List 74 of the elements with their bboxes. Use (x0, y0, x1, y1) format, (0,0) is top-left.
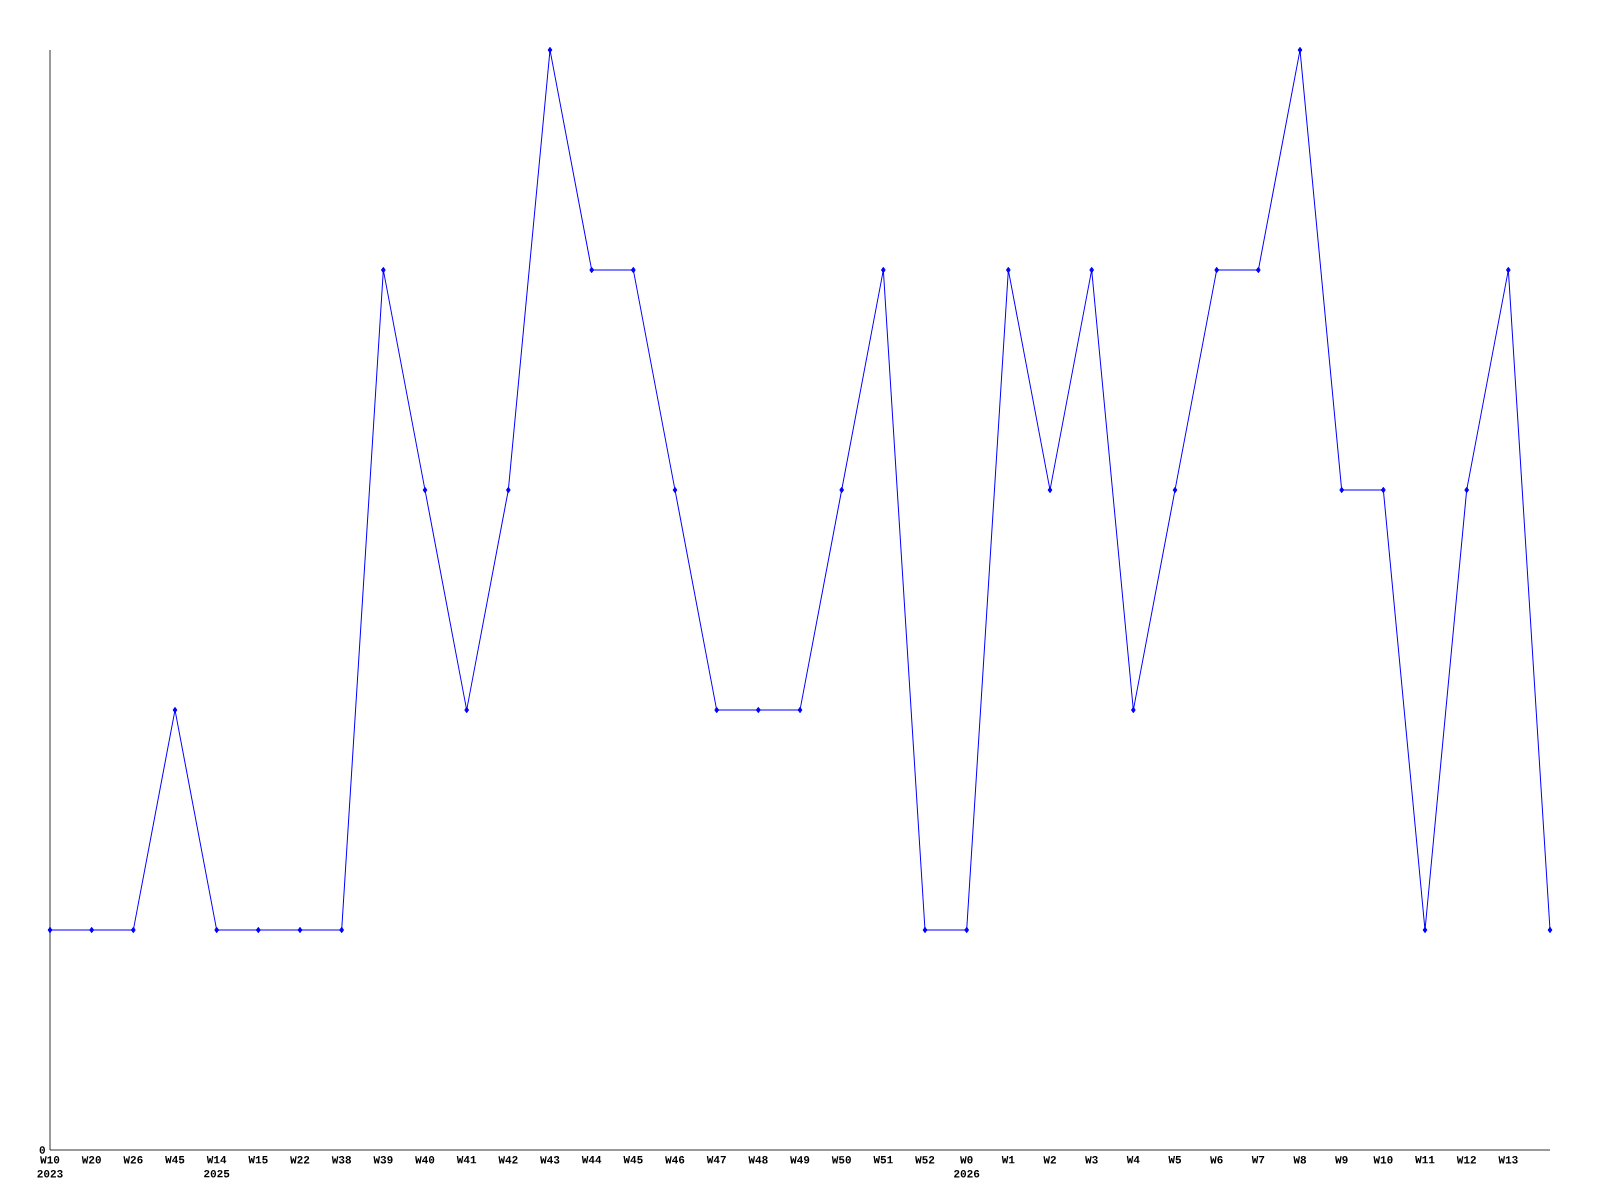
x-tick-label: W39 (373, 1156, 393, 1164)
point (464, 707, 469, 713)
point (172, 707, 178, 713)
point (839, 487, 844, 493)
point (214, 927, 219, 933)
point (1131, 707, 1136, 713)
x-tick-label: W47 (706, 1156, 726, 1164)
point (714, 707, 719, 713)
x-tick-label: W3 (1085, 1156, 1098, 1164)
point (672, 487, 678, 493)
x-tick-label: W13 (1498, 1156, 1518, 1164)
point (1464, 487, 1469, 493)
x-tick-label: W38 (331, 1156, 351, 1164)
point (1297, 47, 1303, 53)
x-tick-label: W52 (915, 1156, 935, 1164)
point (797, 707, 803, 713)
x-tick-label: W20 (81, 1156, 101, 1164)
x-tick-label: W5 (1168, 1156, 1182, 1164)
point (47, 927, 53, 933)
point (1381, 487, 1386, 493)
x-tick-label: W0 2026 (954, 1156, 980, 1178)
x-tick-label: W40 (415, 1156, 435, 1164)
x-tick-label: W11 (1415, 1156, 1435, 1164)
x-tick-label: W42 (498, 1156, 518, 1164)
point (256, 927, 261, 933)
point (422, 487, 428, 493)
x-tick-label: W22 (290, 1156, 310, 1164)
x-tick-label: W45 (165, 1156, 185, 1164)
point (547, 47, 553, 53)
point (922, 927, 928, 933)
x-tick-label: W10 2023 (37, 1156, 63, 1178)
point (1047, 487, 1053, 493)
x-tick-label: W15 (248, 1156, 268, 1164)
x-tick-label: W8 (1293, 1156, 1307, 1164)
point (297, 927, 303, 933)
point (1214, 267, 1219, 273)
x-tick-label: W9 (1335, 1156, 1348, 1164)
point (1256, 267, 1261, 273)
x-tick-label: W14 2025 (204, 1156, 230, 1178)
x-tick-label: W2 (1043, 1156, 1056, 1164)
x-tick-label: W41 (456, 1156, 477, 1164)
point (89, 927, 94, 933)
x-tick-label: W51 (873, 1156, 893, 1164)
x-tick-label: W1 (1001, 1156, 1015, 1164)
x-tick-label: W45 (623, 1156, 643, 1164)
x-tick-label: W4 (1126, 1156, 1140, 1164)
point (1422, 927, 1428, 933)
point (589, 267, 594, 273)
point (1506, 267, 1511, 273)
point (131, 927, 136, 933)
point (1089, 267, 1094, 273)
text: 0 (39, 1146, 45, 1154)
x-tick-label: W46 (665, 1156, 685, 1164)
x-tick-label: W44 (581, 1156, 602, 1164)
x-tick-label: W48 (748, 1156, 768, 1164)
point (1339, 487, 1344, 493)
x-tick-label: W10 (1373, 1156, 1393, 1164)
point (1006, 267, 1011, 273)
point (1547, 927, 1553, 933)
x-tick-label: W26 (123, 1156, 143, 1164)
point (881, 267, 886, 273)
x-tick-label: W50 (831, 1156, 851, 1164)
x-tick-label: W6 (1210, 1156, 1223, 1164)
x-tick-label: W7 (1251, 1156, 1265, 1164)
x-tick-label: W12 (1456, 1156, 1476, 1164)
point (631, 267, 636, 273)
x-tick-label: W49 (790, 1156, 810, 1164)
point (506, 487, 511, 493)
x-tick-label: W43 (540, 1156, 560, 1164)
point (964, 927, 969, 933)
point (339, 927, 344, 933)
point (381, 267, 386, 273)
point (756, 707, 761, 713)
point (1172, 487, 1178, 493)
